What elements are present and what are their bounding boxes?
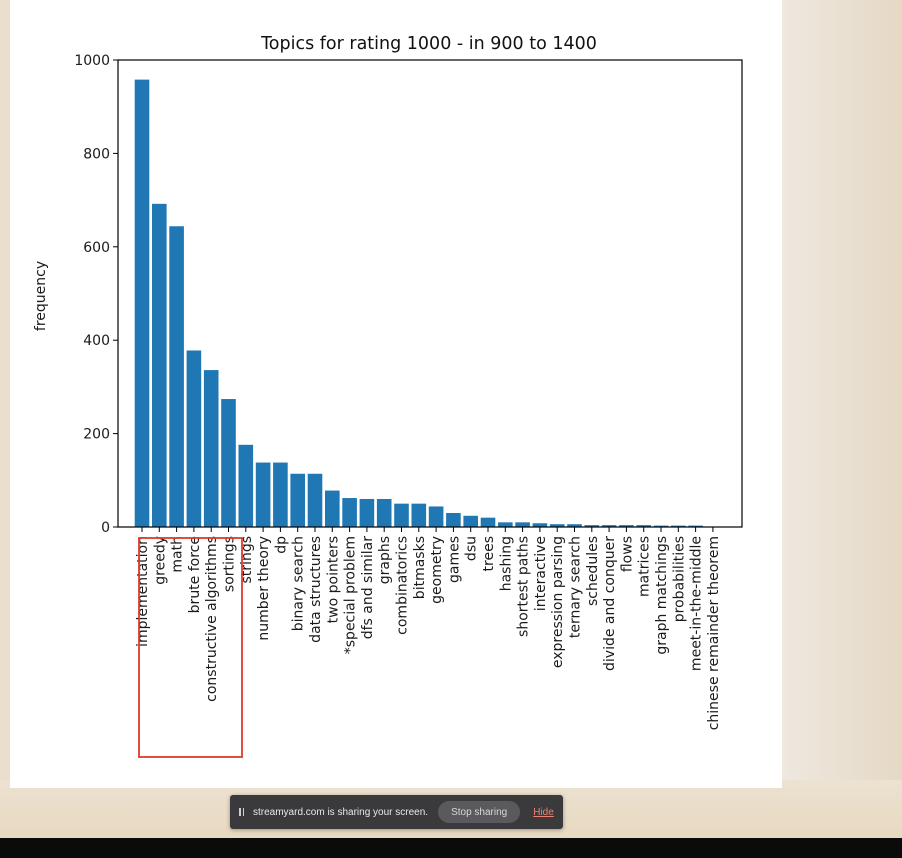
x-tick-label: dsu	[464, 536, 480, 561]
bar-trees	[480, 517, 496, 527]
bar-meet-in-the-middle	[688, 525, 703, 527]
bar-graphs	[376, 498, 392, 527]
pause-icon	[239, 808, 245, 816]
bar-probabilities	[671, 525, 686, 527]
bar-implementation	[134, 79, 150, 527]
bar-shortest-paths	[515, 522, 530, 527]
bar-interactive	[532, 523, 548, 527]
x-tick-label: shortest paths	[516, 536, 532, 637]
x-tick-label: data structures	[308, 536, 324, 643]
x-tick-label: dfs and similar	[360, 536, 376, 640]
x-tick-label: trees	[481, 536, 497, 571]
x-tick-label: binary search	[291, 536, 307, 631]
bar-dfs-and-similar	[359, 498, 375, 527]
x-tick-label: number theory	[256, 536, 272, 641]
bar-bitmasks	[411, 503, 427, 527]
x-tick-label: interactive	[533, 536, 549, 611]
x-tick-label: ternary search	[568, 536, 584, 638]
bar-dp	[273, 462, 288, 527]
x-tick-label: meet-in-the-middle	[689, 536, 705, 671]
bar-ternary-search	[567, 524, 582, 527]
bars-group	[134, 79, 721, 527]
bar-binary-search	[290, 473, 305, 527]
x-tick-label: chinese remainder theorem	[706, 536, 722, 730]
bar-two-pointers	[325, 490, 340, 527]
bar-greedy	[152, 203, 167, 527]
x-tick-label: probabilities	[671, 536, 687, 622]
x-tick-label: divide and conquer	[602, 536, 618, 671]
x-tick-label: two pointers	[325, 536, 341, 623]
x-tick-label: graphs	[377, 536, 393, 584]
chart-panel: Topics for rating 1000 - in 900 to 1400 …	[10, 0, 782, 788]
x-tick-label: *special problem	[343, 536, 359, 654]
bar-strings	[238, 444, 254, 527]
share-message: streamyard.com is sharing your screen.	[253, 806, 429, 818]
screen-share-bar: streamyard.com is sharing your screen. S…	[230, 795, 563, 829]
y-axis-label: frequency	[33, 261, 49, 331]
x-tick-label: games	[446, 536, 462, 583]
x-tick-label: greedy	[152, 536, 168, 585]
bar-sortings	[221, 399, 236, 527]
x-tick-label: implementation	[135, 536, 151, 647]
x-tick-label: math	[170, 536, 186, 573]
hide-link[interactable]: Hide	[533, 806, 554, 818]
chart-title: Topics for rating 1000 - in 900 to 1400	[260, 34, 597, 54]
y-tick-label: 800	[83, 146, 110, 162]
stop-sharing-button[interactable]: Stop sharing	[438, 801, 521, 823]
bar-dsu	[463, 515, 478, 527]
y-tick-label: 0	[101, 520, 110, 536]
plot-frame	[117, 59, 743, 528]
x-tick-label: hashing	[498, 536, 514, 591]
background-right	[782, 0, 902, 790]
x-tick-label: schedules	[585, 536, 601, 606]
x-tick-label: combinatorics	[395, 536, 411, 635]
bar-constructive-algorithms	[203, 370, 219, 527]
x-tick-label: brute force	[187, 536, 203, 613]
y-tick-label: 1000	[74, 53, 110, 69]
bar-data-structures	[307, 473, 323, 527]
bar-expression-parsing	[549, 524, 565, 527]
bar-number-theory	[255, 462, 271, 527]
bar-brute-force	[186, 350, 202, 527]
x-tick-label: constructive algorithms	[204, 536, 220, 702]
bar-math	[169, 226, 184, 527]
y-tick-label: 600	[83, 240, 110, 256]
bar-special-problem	[342, 498, 357, 527]
x-tick-label: geometry	[429, 536, 445, 604]
bar-matrices	[636, 525, 651, 527]
highlight-box	[138, 537, 243, 758]
bar-flows	[619, 525, 634, 527]
x-tick-label: bitmasks	[412, 536, 428, 599]
x-tick-label: graph matchings	[654, 536, 670, 655]
x-tick-label: expression parsing	[550, 536, 566, 668]
y-tick-label: 200	[83, 427, 110, 443]
bar-geometry	[428, 506, 444, 527]
y-tick-label: 400	[83, 333, 110, 349]
x-tick-label: matrices	[637, 536, 653, 597]
bar-hashing	[498, 522, 513, 527]
bar-chart: Topics for rating 1000 - in 900 to 1400 …	[33, 34, 743, 758]
bar-divide-and-conquer	[601, 525, 617, 527]
y-ticks-group: 0 200 400 600 800 1000	[74, 53, 118, 536]
x-tick-label: sortings	[222, 536, 238, 592]
bar-combinatorics	[394, 503, 409, 527]
bar-games	[446, 512, 461, 527]
x-tick-label: flows	[619, 536, 635, 572]
bar-graph-matchings	[653, 525, 669, 527]
x-tick-label: dp	[273, 536, 289, 554]
bar-schedules	[584, 525, 600, 527]
x-ticks-group: implementation greedy math brute force const…	[135, 527, 722, 730]
taskbar-strip	[0, 838, 902, 858]
